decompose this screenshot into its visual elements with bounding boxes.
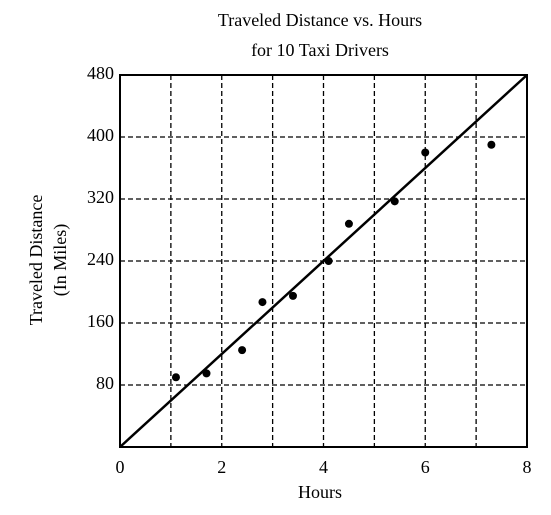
data-point [421, 148, 430, 157]
chart-title: Traveled Distance vs. Hours [218, 10, 422, 30]
y-tick-label: 160 [87, 311, 114, 331]
plot-frame [119, 74, 528, 448]
x-axis-label: Hours [298, 482, 342, 502]
x-tick-label: 2 [217, 457, 226, 477]
y-tick-label: 240 [87, 249, 114, 269]
data-point [487, 140, 496, 149]
x-tick-label: 6 [421, 457, 430, 477]
y-tick-label: 80 [96, 373, 114, 393]
y-tick-label: 320 [87, 187, 114, 207]
x-tick-label: 4 [319, 457, 328, 477]
data-point [344, 219, 353, 228]
x-tick-label: 0 [116, 457, 125, 477]
data-point [288, 291, 297, 300]
data-point [202, 369, 211, 378]
data-point [324, 257, 333, 265]
data-point [171, 373, 180, 382]
y-axis-label: Traveled Distance [26, 195, 46, 326]
y-tick-label: 400 [87, 125, 114, 145]
y-axis-label: (In Miles) [50, 224, 71, 296]
fit-line [119, 74, 528, 448]
data-point [258, 298, 267, 307]
data-point [238, 346, 247, 355]
chart-title: for 10 Taxi Drivers [251, 40, 389, 60]
y-tick-label: 480 [87, 63, 114, 83]
x-tick-label: 8 [523, 457, 532, 477]
data-point [390, 197, 399, 206]
